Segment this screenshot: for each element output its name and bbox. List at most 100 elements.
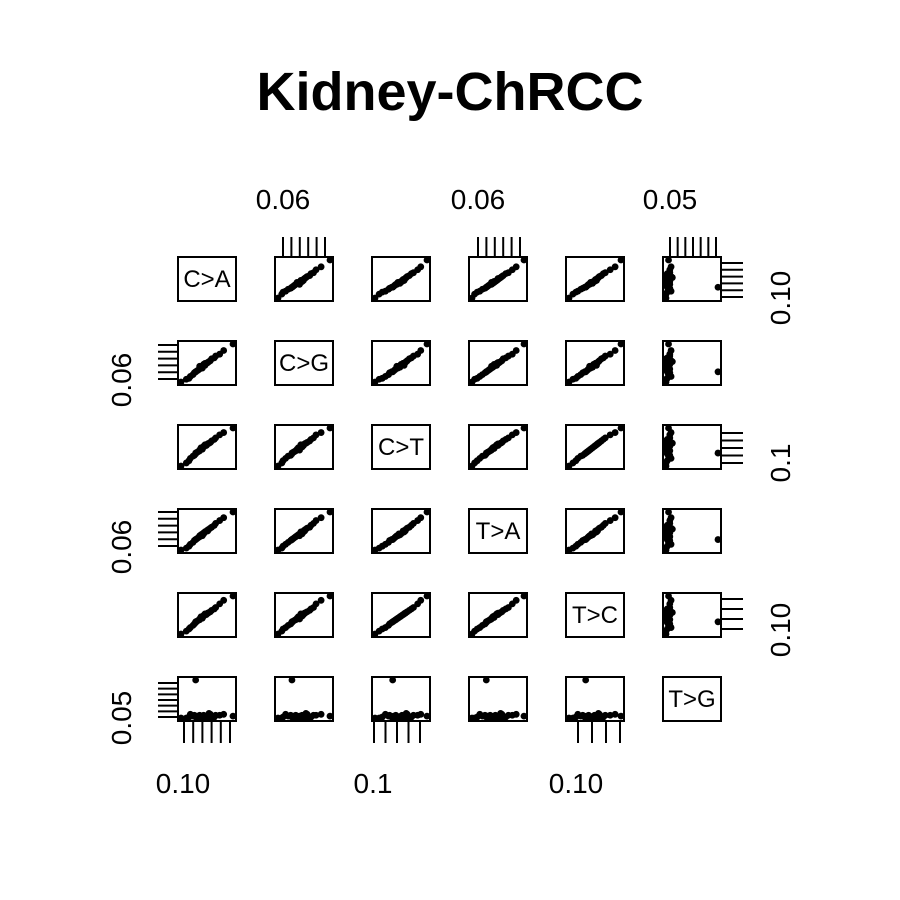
data-point bbox=[476, 624, 484, 631]
data-point bbox=[177, 378, 185, 386]
data-point bbox=[288, 283, 296, 291]
panel-ttog-vs-ttoa bbox=[468, 676, 528, 722]
panel-ctoa-vs-ttog bbox=[662, 256, 722, 302]
data-point bbox=[220, 347, 228, 354]
data-point bbox=[288, 618, 296, 626]
data-point bbox=[389, 283, 397, 291]
right-ticks-c-a bbox=[721, 262, 743, 298]
data-point bbox=[310, 269, 317, 277]
data-point bbox=[662, 290, 670, 298]
left-ticks-c-g bbox=[158, 344, 178, 380]
data-point bbox=[569, 714, 577, 722]
data-point bbox=[494, 713, 502, 721]
data-point bbox=[666, 604, 674, 611]
panel-frame bbox=[468, 424, 528, 470]
panel-ctog-vs-ttoa bbox=[468, 340, 528, 386]
variable-label: C>G bbox=[279, 350, 329, 377]
panel-ctot-vs-ttoc bbox=[565, 424, 625, 470]
data-point bbox=[505, 711, 512, 719]
data-point bbox=[326, 424, 334, 432]
data-point bbox=[663, 275, 671, 282]
data-point bbox=[666, 520, 674, 527]
axis-ticks bbox=[158, 237, 743, 743]
data-point bbox=[667, 347, 675, 354]
panel-ttog-vs-ctot bbox=[371, 676, 431, 722]
data-point bbox=[569, 290, 577, 298]
panel-ttog-vs-ttoc bbox=[565, 676, 625, 722]
data-point bbox=[192, 449, 200, 457]
data-point bbox=[417, 514, 425, 522]
data-point bbox=[423, 592, 431, 600]
data-point bbox=[512, 347, 520, 354]
data-point bbox=[471, 459, 478, 467]
data-point bbox=[617, 256, 625, 264]
panel-frame bbox=[662, 592, 722, 638]
data-point bbox=[375, 290, 383, 298]
panel-ttoa-vs-ttoa: T>A bbox=[468, 508, 528, 554]
data-point bbox=[482, 368, 490, 376]
panel-ctot-vs-ttog bbox=[662, 424, 722, 470]
data-point bbox=[601, 711, 609, 719]
data-point bbox=[301, 527, 309, 535]
panel-ttoa-vs-ttoc bbox=[565, 508, 625, 554]
top-ticks-t-g bbox=[669, 237, 717, 257]
data-point bbox=[617, 424, 625, 432]
data-point bbox=[494, 359, 502, 366]
panel-frame bbox=[565, 340, 625, 386]
panel-ctoa-vs-ctoa: C>A bbox=[177, 256, 237, 302]
data-point bbox=[594, 275, 601, 282]
data-point bbox=[617, 508, 625, 516]
data-point bbox=[482, 449, 490, 457]
data-point bbox=[386, 711, 393, 719]
data-point bbox=[471, 290, 478, 298]
bottom-tick-label: 0.10 bbox=[156, 768, 211, 799]
data-point bbox=[494, 440, 502, 448]
data-point bbox=[601, 352, 609, 360]
panel-ttoa-vs-ctot bbox=[371, 508, 431, 554]
data-point bbox=[278, 714, 286, 722]
data-point bbox=[666, 269, 674, 277]
data-point bbox=[301, 609, 309, 617]
right-tick-label: 0.10 bbox=[765, 271, 796, 326]
data-point bbox=[401, 527, 409, 535]
data-point bbox=[410, 520, 417, 527]
data-point bbox=[574, 540, 582, 548]
data-point bbox=[204, 359, 212, 366]
data-point bbox=[666, 451, 674, 459]
data-point bbox=[317, 514, 325, 522]
data-point bbox=[505, 604, 512, 611]
panel-ctoa-vs-ctog bbox=[274, 256, 334, 302]
panel-ctog-vs-ctog: C>G bbox=[274, 340, 334, 386]
panel-ttoc-vs-ctog bbox=[274, 592, 334, 638]
axis-tick-labels: 0.06 0.06 0.05 0.10 0.1 0.10 0.06 0.06 0.05 0.10 0… bbox=[106, 184, 796, 799]
data-point bbox=[617, 712, 625, 720]
data-point bbox=[410, 269, 417, 277]
data-point bbox=[569, 459, 577, 467]
panel-ctot-vs-ttoa bbox=[468, 424, 528, 470]
data-point bbox=[582, 676, 590, 684]
data-point bbox=[204, 713, 212, 721]
data-point bbox=[582, 449, 590, 457]
data-point bbox=[667, 429, 675, 436]
data-point bbox=[582, 283, 590, 291]
data-point bbox=[574, 455, 582, 462]
panel-frame bbox=[177, 508, 237, 554]
panel-frame bbox=[274, 256, 334, 302]
data-point bbox=[611, 514, 619, 522]
data-point bbox=[220, 710, 228, 718]
scatter-panels: C>A C>G C>T T>A T>C T>G bbox=[177, 256, 722, 722]
bottom-ticks-c-a bbox=[183, 721, 231, 743]
data-point bbox=[601, 520, 609, 527]
data-point bbox=[287, 711, 295, 719]
data-point bbox=[220, 429, 228, 436]
data-point bbox=[520, 712, 528, 720]
panel-frame bbox=[468, 340, 528, 386]
left-tick-label: 0.06 bbox=[106, 353, 137, 408]
data-point bbox=[317, 710, 325, 718]
data-point bbox=[401, 359, 409, 366]
chart-title: Kidney-ChRCC bbox=[257, 62, 644, 122]
bottom-tick-label: 0.1 bbox=[354, 768, 393, 799]
data-point bbox=[177, 714, 185, 722]
panel-frame bbox=[565, 592, 625, 638]
